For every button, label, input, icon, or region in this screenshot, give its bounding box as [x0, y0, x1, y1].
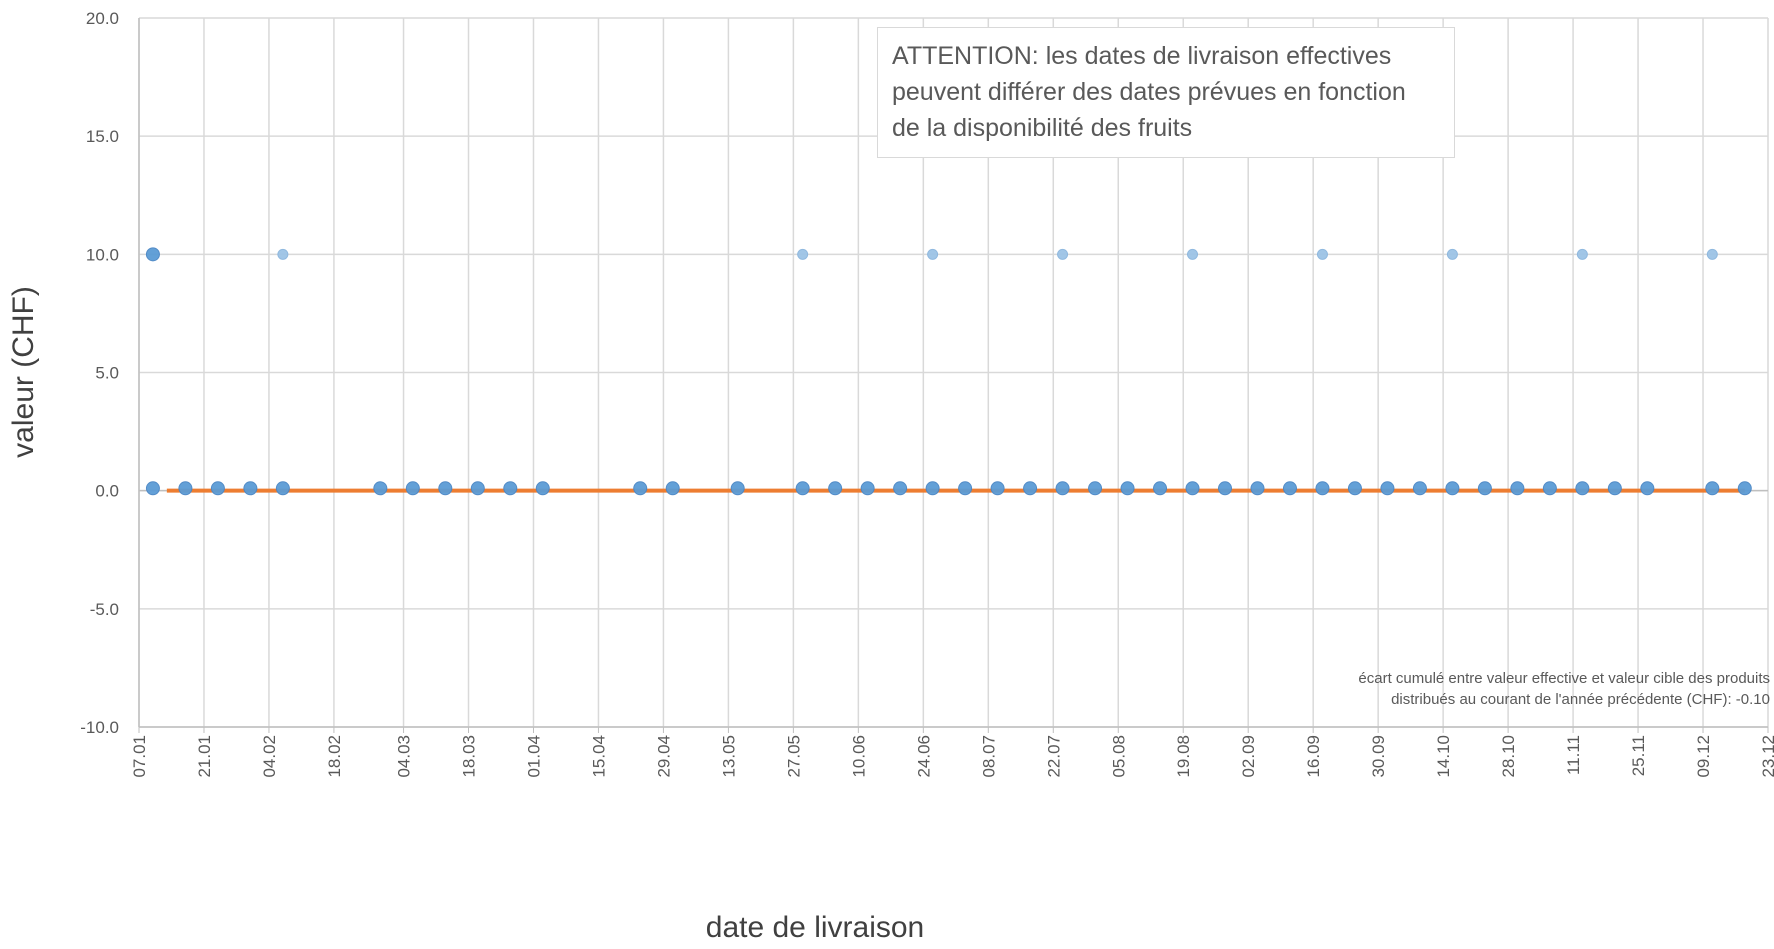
data-point [1088, 481, 1103, 496]
data-point [633, 481, 648, 496]
data-point [438, 481, 453, 496]
x-tick-label: 21.01 [195, 735, 214, 778]
data-point [275, 481, 290, 496]
x-tick-label: 16.09 [1304, 735, 1323, 778]
data-point [1120, 481, 1135, 496]
data-point [210, 481, 225, 496]
data-point [1542, 481, 1557, 496]
x-tick-label: 07.01 [130, 735, 149, 778]
data-point [1153, 481, 1168, 496]
x-tick-label: 04.03 [395, 735, 414, 778]
data-point [1640, 481, 1655, 496]
data-point [1282, 481, 1297, 496]
x-tick-label: 29.04 [654, 735, 673, 778]
data-point [925, 481, 940, 496]
x-axis-ticks: 07.01 21.01 04.02 18.02 04.03 18.03 01.04 15.04… [130, 735, 1774, 778]
x-tick-label: 14.10 [1434, 735, 1453, 778]
y-tick-label: -10.0 [80, 718, 119, 737]
grid-lines [138, 17, 1769, 733]
x-tick-label: 05.08 [1109, 735, 1128, 778]
data-point [990, 481, 1005, 496]
attention-annotation: ATTENTION: les dates de livraison effect… [877, 27, 1455, 158]
x-tick-label: 04.02 [260, 735, 279, 778]
y-tick-label: 10.0 [86, 245, 119, 264]
data-point [893, 481, 908, 496]
data-point [1446, 248, 1458, 260]
data-point [1576, 248, 1588, 260]
data-point [1218, 481, 1232, 496]
x-tick-label: 09.12 [1694, 735, 1713, 778]
data-point [958, 481, 973, 496]
y-tick-label: 5.0 [95, 364, 119, 383]
data-point [243, 481, 258, 496]
data-point [145, 481, 160, 496]
x-tick-label: 11.11 [1564, 735, 1583, 775]
x-tick-label: 10.06 [849, 735, 868, 778]
data-point [1737, 481, 1752, 496]
data-point [1055, 481, 1070, 496]
data-point [730, 481, 745, 496]
data-point [1477, 481, 1492, 496]
y-axis-title: valeur (CHF) [7, 286, 40, 458]
data-point [503, 481, 518, 496]
data-point [1023, 481, 1038, 496]
data-point [797, 248, 809, 260]
data-point [1316, 248, 1328, 260]
data-point [1380, 481, 1395, 496]
x-axis-title: date de livraison [706, 911, 924, 944]
data-point [1412, 481, 1427, 496]
data-point [1187, 248, 1199, 260]
data-point [178, 481, 193, 496]
data-point [405, 481, 420, 496]
x-tick-label: 08.07 [979, 735, 998, 778]
data-point [1185, 481, 1200, 496]
data-point [1347, 481, 1362, 496]
y-tick-label: 20.0 [86, 9, 119, 28]
x-tick-label: 23.12 [1759, 735, 1774, 778]
data-point [470, 481, 485, 496]
data-point [373, 481, 388, 496]
x-tick-label: 30.09 [1369, 735, 1388, 778]
data-point [1705, 481, 1720, 496]
x-tick-label: 18.03 [460, 735, 479, 778]
x-tick-label: 01.04 [524, 735, 543, 778]
data-point [1706, 248, 1718, 260]
y-tick-label: -5.0 [90, 600, 119, 619]
footnote-line-1: écart cumulé entre valeur effective et v… [1358, 670, 1770, 687]
data-point [1315, 481, 1330, 496]
data-point [1445, 481, 1460, 496]
x-tick-label: 22.07 [1044, 735, 1063, 778]
x-tick-label: 25.11 [1629, 735, 1648, 776]
y-tick-label: 15.0 [86, 127, 119, 146]
x-tick-label: 15.04 [589, 735, 608, 778]
y-axis-ticks: 20.0 15.0 10.0 5.0 0.0 -5.0 -10.0 [80, 9, 119, 737]
data-point [1250, 481, 1265, 496]
data-point [1575, 481, 1590, 496]
chart-series [145, 247, 1752, 496]
data-point [927, 248, 939, 260]
data-point [145, 247, 160, 262]
data-point [795, 481, 810, 496]
data-point [1607, 481, 1622, 496]
cumulative-gap-footnote: écart cumulé entre valeur effective et v… [1210, 668, 1770, 710]
data-point [277, 248, 289, 260]
data-point [1510, 481, 1525, 496]
data-point [860, 481, 875, 496]
x-tick-label: 24.06 [914, 735, 933, 778]
x-tick-label: 27.05 [784, 735, 803, 778]
x-tick-label: 19.08 [1174, 735, 1193, 778]
data-point [665, 481, 680, 496]
data-point [535, 481, 550, 496]
x-tick-label: 02.09 [1239, 735, 1258, 778]
data-point [828, 481, 843, 496]
x-tick-label: 13.05 [719, 735, 738, 778]
footnote-line-2: distribués au courant de l'année précéde… [1391, 691, 1770, 708]
x-tick-label: 28.10 [1499, 735, 1518, 778]
y-tick-label: 0.0 [95, 482, 119, 501]
x-tick-label: 18.02 [325, 735, 344, 778]
data-point [1057, 248, 1069, 260]
